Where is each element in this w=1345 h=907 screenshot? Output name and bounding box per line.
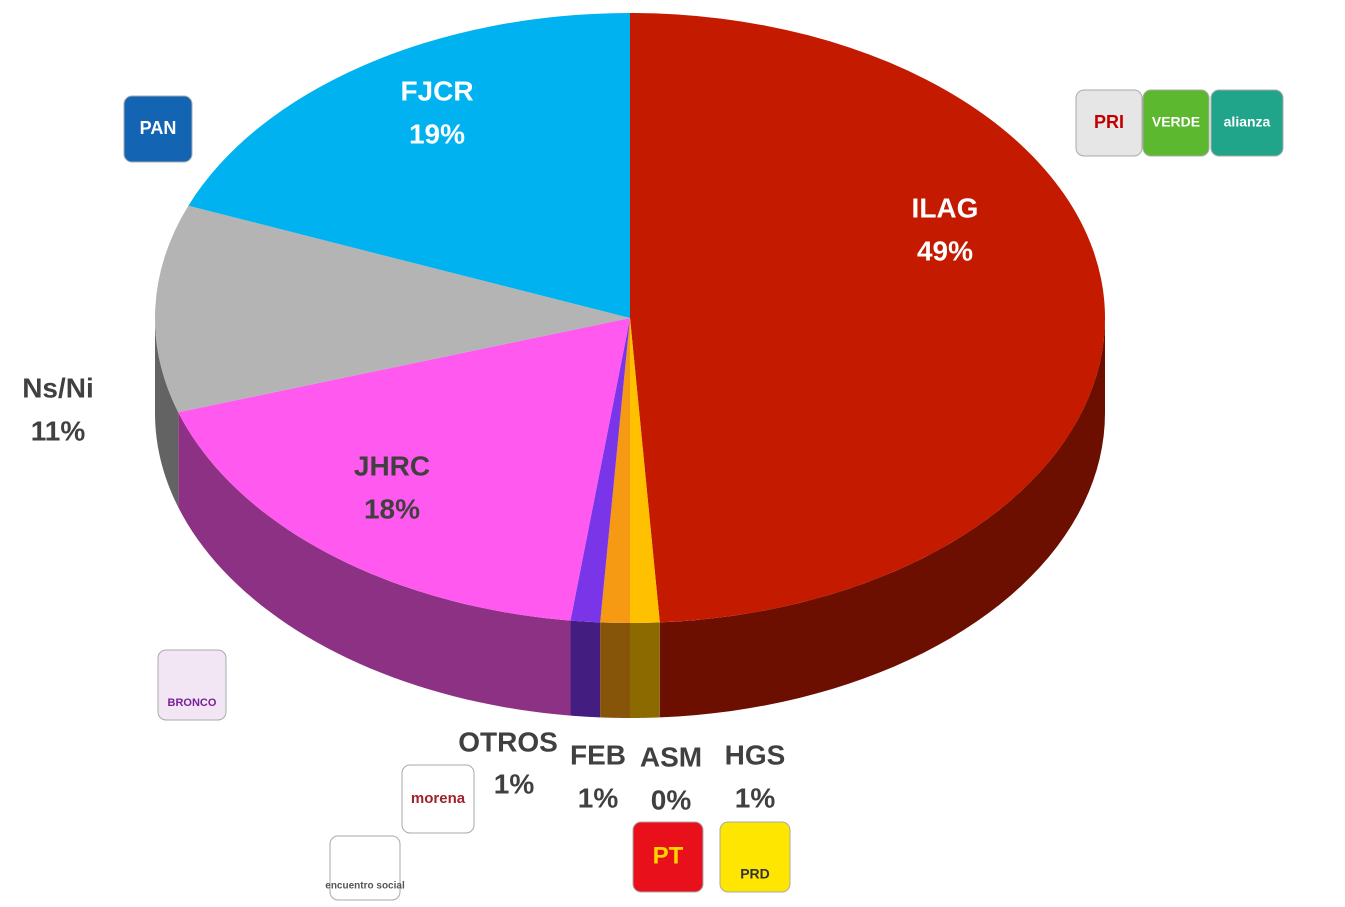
- party-logo-text: PT: [653, 842, 684, 869]
- pie-side: [600, 622, 630, 718]
- slice-label: ILAG: [912, 192, 979, 223]
- slice-label: ASM: [640, 741, 702, 772]
- pie-slice: [630, 13, 1105, 623]
- pie-side: [178, 412, 571, 716]
- pie-slice: [570, 318, 630, 623]
- slice-label: JHRC: [354, 450, 430, 481]
- slice-value-label: 1%: [578, 782, 619, 813]
- party-logo: [157, 649, 227, 721]
- party-logo-text: PRI: [1094, 112, 1124, 132]
- party-logo: [1210, 89, 1284, 157]
- party-logo-text: morena: [411, 790, 466, 807]
- pie-slice: [178, 318, 630, 621]
- party-logo: [719, 821, 791, 893]
- slice-label: Ns/Ni: [22, 372, 94, 403]
- party-logo-text: BRONCO: [168, 697, 217, 709]
- party-logo-text: alianza: [1224, 114, 1271, 130]
- slice-value-label: 11%: [31, 415, 86, 446]
- party-logo: [1142, 89, 1210, 157]
- party-logo: [329, 835, 401, 901]
- pie-slice: [630, 318, 660, 623]
- slice-value-label: 49%: [917, 235, 973, 266]
- party-logo: [401, 764, 475, 834]
- pie-side: [570, 620, 601, 718]
- party-logo: [632, 821, 704, 893]
- pie-slice: [188, 13, 630, 318]
- pie-slice: [155, 205, 630, 413]
- slice-value-label: 0%: [651, 784, 692, 815]
- party-logo-text: PRD: [740, 866, 770, 882]
- pie-side: [155, 318, 179, 508]
- pie-slice: [600, 318, 630, 623]
- party-logo-text: PAN: [140, 118, 177, 138]
- party-logo-text: VERDE: [1152, 114, 1200, 130]
- slice-value-label: 18%: [364, 493, 420, 524]
- slice-label: FJCR: [400, 75, 473, 106]
- party-logo-text: encuentro social: [325, 881, 405, 892]
- party-logo: [1075, 89, 1143, 157]
- slice-value-label: 1%: [735, 782, 776, 813]
- slice-label: OTROS: [458, 726, 558, 757]
- slice-value-label: 19%: [409, 118, 465, 149]
- pie-side: [630, 622, 660, 718]
- slice-label: FEB: [570, 739, 626, 770]
- slice-label: HGS: [725, 739, 786, 770]
- slice-value-label: 1%: [494, 768, 535, 799]
- party-logo: [123, 95, 193, 163]
- pie-side: [659, 318, 1105, 718]
